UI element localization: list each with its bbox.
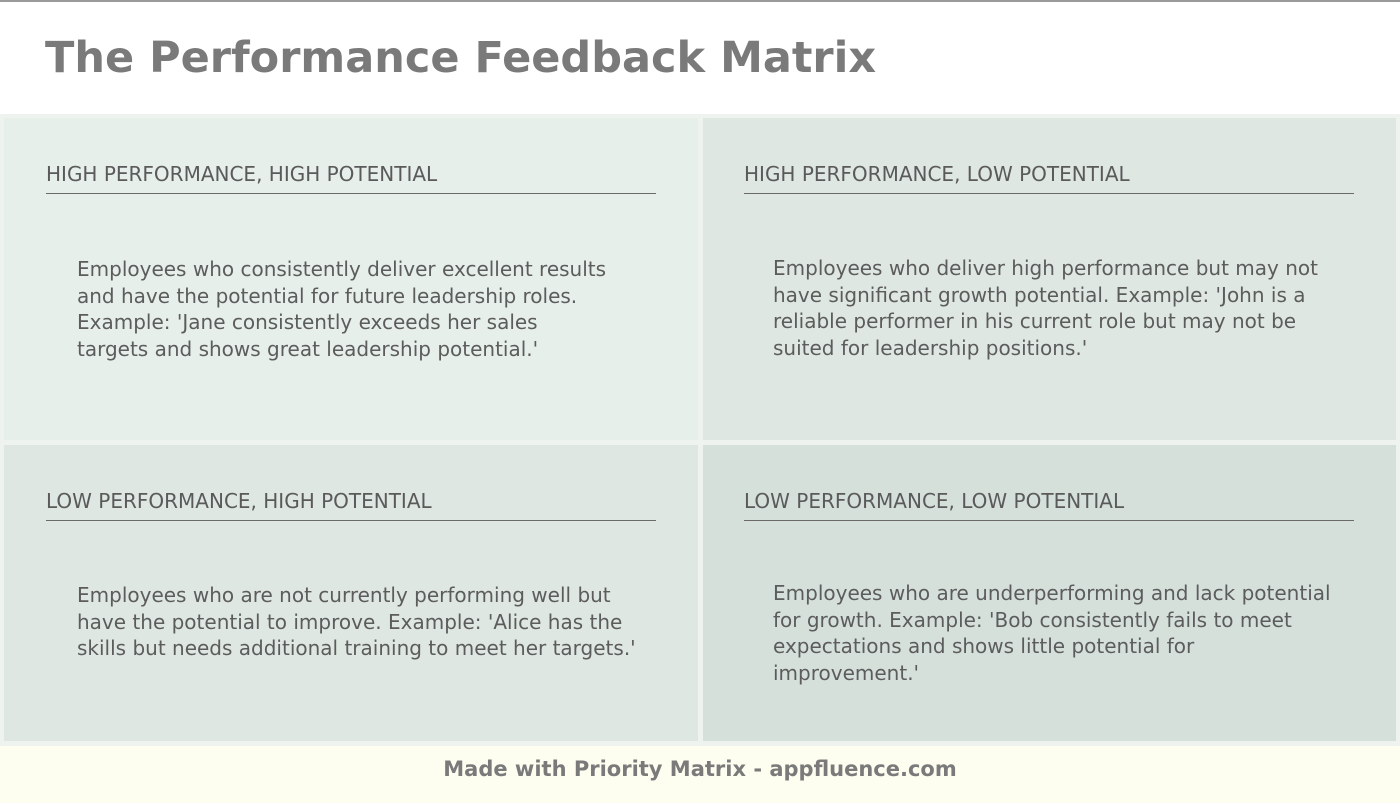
quadrant-heading: LOW PERFORMANCE, LOW POTENTIAL — [744, 487, 1354, 521]
quadrant-heading: HIGH PERFORMANCE, LOW POTENTIAL — [744, 160, 1354, 194]
feedback-matrix: HIGH PERFORMANCE, HIGH POTENTIAL Employe… — [0, 114, 1400, 746]
quadrant-low-performance-low-potential[interactable]: LOW PERFORMANCE, LOW POTENTIAL Employees… — [703, 445, 1396, 741]
quadrant-heading: LOW PERFORMANCE, HIGH POTENTIAL — [46, 487, 656, 521]
footer-credit[interactable]: Made with Priority Matrix - appfluence.c… — [443, 757, 957, 781]
footer: Made with Priority Matrix - appfluence.c… — [0, 746, 1400, 803]
top-border — [0, 0, 1400, 2]
page-title: The Performance Feedback Matrix — [45, 33, 877, 83]
quadrant-high-performance-high-potential[interactable]: HIGH PERFORMANCE, HIGH POTENTIAL Employe… — [4, 118, 698, 440]
quadrant-description: Employees who consistently deliver excel… — [77, 257, 607, 361]
quadrant-description: Employees who are underperforming and la… — [773, 581, 1331, 685]
quadrant-heading: HIGH PERFORMANCE, HIGH POTENTIAL — [46, 160, 656, 194]
quadrant-description: Employees who are not currently performi… — [77, 583, 636, 660]
quadrant-high-performance-low-potential[interactable]: HIGH PERFORMANCE, LOW POTENTIAL Employee… — [703, 118, 1396, 440]
quadrant-low-performance-high-potential[interactable]: LOW PERFORMANCE, HIGH POTENTIAL Employee… — [4, 445, 698, 741]
quadrant-description: Employees who deliver high performance b… — [773, 256, 1318, 360]
